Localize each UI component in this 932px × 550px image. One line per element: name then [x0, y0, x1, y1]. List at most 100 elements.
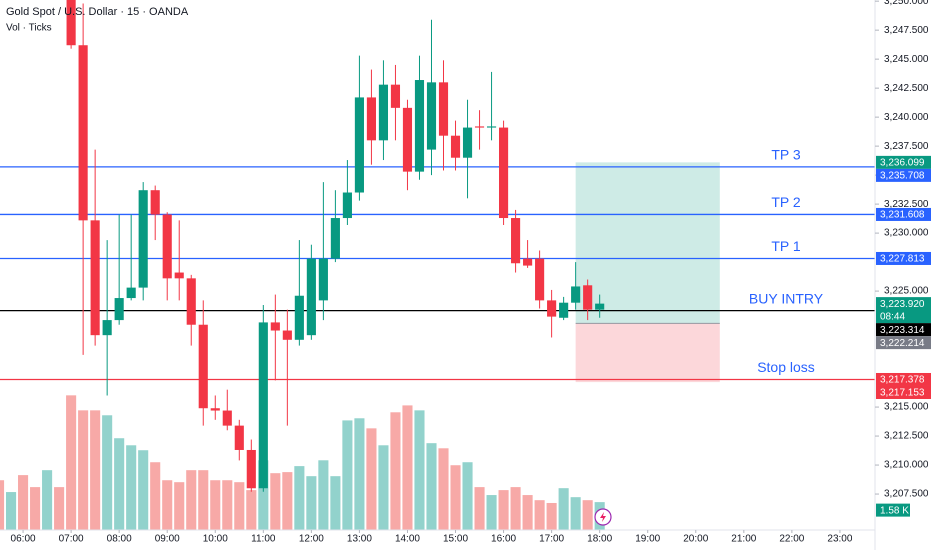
- volume-bar: [174, 482, 185, 530]
- price-tag: [876, 323, 931, 337]
- candle-body: [246, 449, 256, 489]
- volume-bar: [210, 480, 221, 530]
- candle-body: [294, 295, 304, 340]
- candle-body: [390, 84, 401, 108]
- replay-icon[interactable]: [594, 508, 612, 526]
- x-tick-label: 08:00: [107, 534, 132, 545]
- candle-body: [90, 220, 100, 336]
- candle-body: [426, 82, 437, 150]
- volume-bar: [126, 445, 137, 530]
- candle-body: [414, 80, 425, 172]
- level-label: Stop loss: [757, 359, 815, 375]
- price-tag: [876, 155, 931, 169]
- candle-body: [462, 127, 473, 158]
- volume-bar: [138, 450, 149, 530]
- volume-bar: [198, 470, 209, 530]
- volume-bar: [354, 418, 365, 530]
- candle-body: [186, 278, 196, 325]
- y-tick-label: 3,247.500: [884, 25, 929, 36]
- icon-bolt: [600, 512, 606, 522]
- candle-body: [511, 218, 521, 264]
- candle-body: [270, 322, 280, 331]
- price-tag: [876, 336, 931, 350]
- volume-bar: [570, 497, 581, 530]
- x-tick-label: 07:00: [59, 534, 84, 545]
- volume-bar: [42, 470, 53, 530]
- volume-bar: [378, 445, 389, 530]
- volume-bar: [474, 487, 485, 530]
- candle-body: [66, 0, 76, 46]
- candle-body: [198, 324, 208, 409]
- price-tag-label: 3,217.153: [880, 388, 925, 399]
- x-tick-label: 11:00: [251, 534, 276, 545]
- price-tag-label: 3,217.378: [880, 375, 925, 386]
- price-tag-label: 3,235.708: [880, 171, 925, 182]
- volume-bar: [6, 492, 17, 530]
- x-tick-label: 06:00: [11, 534, 36, 545]
- candle-body: [114, 298, 124, 321]
- volume-bar: [438, 448, 449, 530]
- position-target-zone: [575, 162, 720, 324]
- volume-bar: [66, 395, 77, 530]
- candle-body: [595, 303, 605, 310]
- candle-body: [210, 408, 220, 411]
- volume-bar: [246, 490, 257, 530]
- volume-bar: [18, 475, 29, 530]
- y-tick-label: 3,237.500: [884, 141, 929, 152]
- volume-bar: [222, 480, 233, 530]
- price-tag: [876, 297, 931, 324]
- volume-bar: [402, 405, 413, 530]
- x-tick-label: 14:00: [395, 534, 420, 545]
- level-label: TP 2: [771, 194, 801, 210]
- candle-body: [486, 126, 497, 128]
- y-tick-label: 3,242.500: [884, 83, 929, 94]
- candle-body: [402, 107, 413, 172]
- y-tick-label: 3,225.000: [884, 286, 929, 297]
- y-tick-label: 3,212.500: [884, 431, 929, 442]
- price-tag: [876, 385, 931, 399]
- volume-bar: [318, 460, 329, 530]
- volume-bar: [558, 488, 569, 530]
- volume-bar: [234, 482, 245, 530]
- y-tick-label: 3,230.000: [884, 228, 929, 239]
- y-tick-label: 3,210.000: [884, 460, 929, 471]
- volume-bar: [150, 462, 161, 530]
- candle-body: [258, 322, 268, 489]
- volume-bar: [366, 428, 377, 530]
- volume-bar: [258, 460, 269, 530]
- y-tick-label: 3,215.000: [884, 402, 929, 413]
- price-tag: [876, 207, 931, 221]
- volume-bar: [426, 443, 437, 530]
- chart-title: Gold Spot / U.S. Dollar · 15 · OANDA: [6, 6, 189, 18]
- volume-bar: [162, 480, 173, 530]
- volume-bar: [306, 476, 317, 530]
- candle-body: [138, 190, 148, 288]
- candle-body: [523, 258, 533, 266]
- volume-bar: [54, 487, 65, 530]
- candle-body: [547, 300, 557, 317]
- price-tag: [876, 372, 931, 386]
- candle-body: [354, 97, 364, 193]
- volume-bar: [282, 472, 293, 530]
- candle-body: [342, 192, 352, 219]
- price-tag-label: 3,222.214: [880, 338, 925, 349]
- volume-bar: [186, 470, 197, 530]
- candle-body: [535, 258, 545, 301]
- price-tag: [876, 251, 931, 265]
- volume-bar: [414, 410, 425, 530]
- x-tick-label: 15:00: [443, 534, 468, 545]
- candle-body: [571, 286, 581, 303]
- x-tick-label: 22:00: [779, 534, 804, 545]
- price-tag-label: 3,231.608: [880, 210, 925, 221]
- volume-bar: [534, 500, 545, 530]
- volume-bar: [30, 487, 41, 530]
- x-tick-label: 19:00: [635, 534, 660, 545]
- x-tick-label: 20:00: [683, 534, 708, 545]
- volume-bar: [546, 502, 557, 530]
- candle-body: [438, 82, 449, 136]
- candle-body: [126, 287, 136, 299]
- candle-body: [162, 214, 172, 279]
- chart-subtitle: Vol · Ticks: [6, 23, 52, 34]
- level-label: TP 1: [771, 238, 801, 254]
